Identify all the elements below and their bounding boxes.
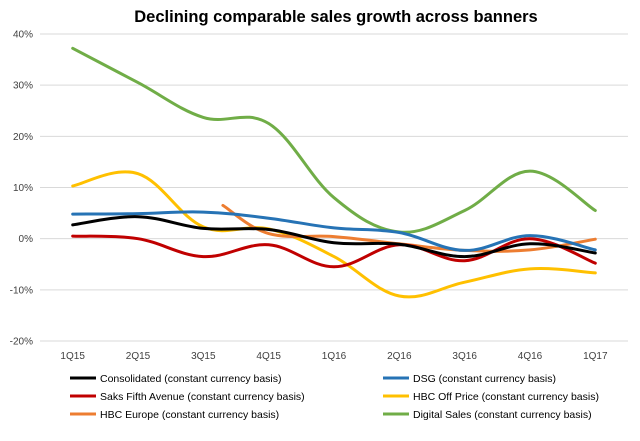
y-tick-label: -20%: [10, 337, 33, 348]
legend-label-consolidated: Consolidated (constant currency basis): [100, 373, 282, 385]
y-tick-label: 0%: [19, 234, 34, 245]
x-tick-label: 1Q15: [60, 351, 85, 362]
x-tick-label: 2Q15: [126, 351, 151, 362]
legend-label-hbc-europe: HBC Europe (constant currency basis): [100, 409, 279, 421]
x-axis-ticks: 1Q15 2Q15 3Q15 4Q15 1Q16 2Q16 3Q16 4Q16 1Q17: [60, 351, 608, 362]
y-tick-label: 40%: [13, 30, 33, 41]
x-tick-label: 2Q16: [387, 351, 412, 362]
legend-label-saks-fifth-avenue: Saks Fifth Avenue (constant currency bas…: [100, 391, 305, 403]
legend-label-hbc-off-price: HBC Off Price (constant currency basis): [413, 391, 599, 403]
series-line-digital-sales: [71, 46, 597, 234]
series-line-hbc-off-price: [71, 170, 597, 299]
series-line-dsg: [71, 210, 597, 252]
x-tick-label: 1Q17: [583, 351, 608, 362]
legend: Consolidated (constant currency basis) DS…: [70, 373, 599, 421]
x-tick-label: 4Q15: [256, 351, 281, 362]
y-tick-label: 20%: [13, 132, 33, 143]
x-tick-label: 3Q15: [191, 351, 216, 362]
y-tick-label: 10%: [13, 183, 33, 194]
series-line-saks-fifth-avenue: [71, 234, 597, 269]
x-tick-label: 3Q16: [452, 351, 477, 362]
legend-label-digital-sales: Digital Sales (constant currency basis): [413, 409, 592, 421]
series-lines: [71, 46, 597, 299]
y-axis-ticks: -20% -10% 0% 10% 20% 30% 40%: [10, 30, 33, 348]
chart-title: Declining comparable sales growth across…: [134, 8, 537, 26]
legend-label-dsg: DSG (constant currency basis): [413, 373, 556, 385]
x-tick-label: 4Q16: [518, 351, 543, 362]
x-tick-label: 1Q16: [322, 351, 347, 362]
y-tick-label: 30%: [13, 81, 33, 92]
series-line-consolidated: [71, 215, 597, 259]
y-tick-label: -10%: [10, 285, 33, 296]
